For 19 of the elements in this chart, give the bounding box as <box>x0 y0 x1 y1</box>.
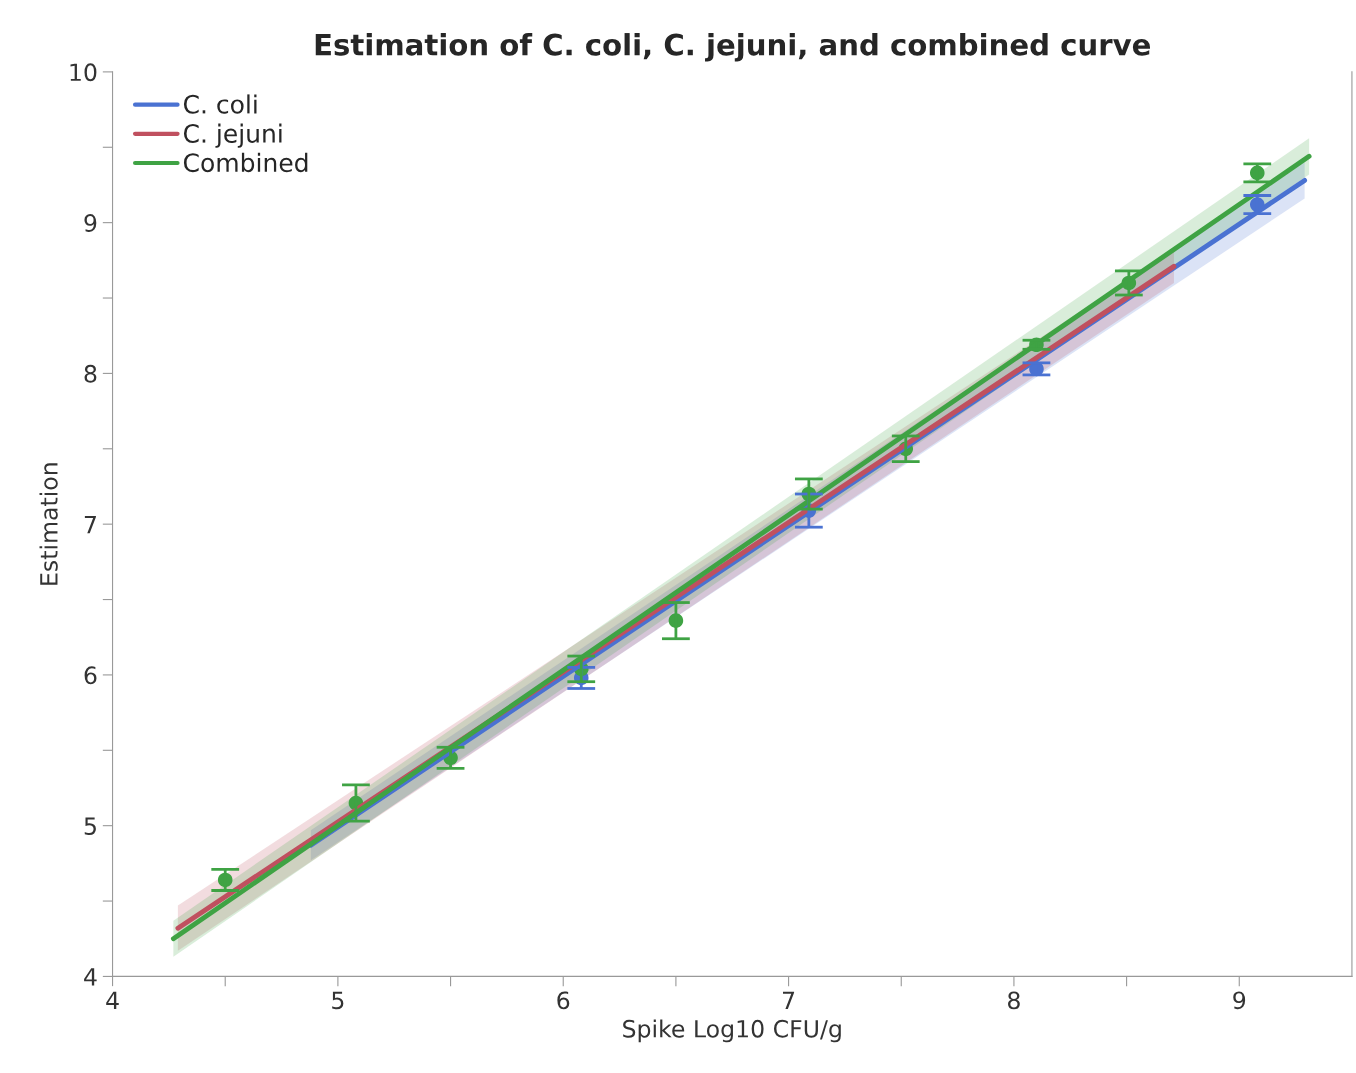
chart-title: Estimation of C. coli, C. jejuni, and combined curve <box>315 33 1150 62</box>
legend-label: C. coli <box>183 94 257 114</box>
x-tick-label: 6 <box>557 991 570 1010</box>
y-axis-title: Estimation <box>39 463 58 585</box>
x-axis-title: Spike Log10 CFU/g <box>623 1019 841 1043</box>
x-tick-label: 7 <box>783 991 795 1009</box>
y-tick-label: 6 <box>84 666 97 685</box>
x-tick-label: 5 <box>332 991 344 1010</box>
x-tick-label: 9 <box>1233 991 1246 1010</box>
y-tick-label: 5 <box>84 817 96 835</box>
y-tick-label: 9 <box>84 214 97 232</box>
x-tick-label: 4 <box>106 991 119 1009</box>
y-tick-label: 8 <box>84 364 97 383</box>
y-tick-label: 4 <box>84 968 97 986</box>
y-tick-label: 7 <box>84 515 96 534</box>
legend-label: C. jejuni <box>183 123 282 148</box>
legend-label: Combined <box>183 152 308 173</box>
y-tick-label: 10 <box>70 63 97 82</box>
x-tick-label: 8 <box>1008 991 1020 1010</box>
